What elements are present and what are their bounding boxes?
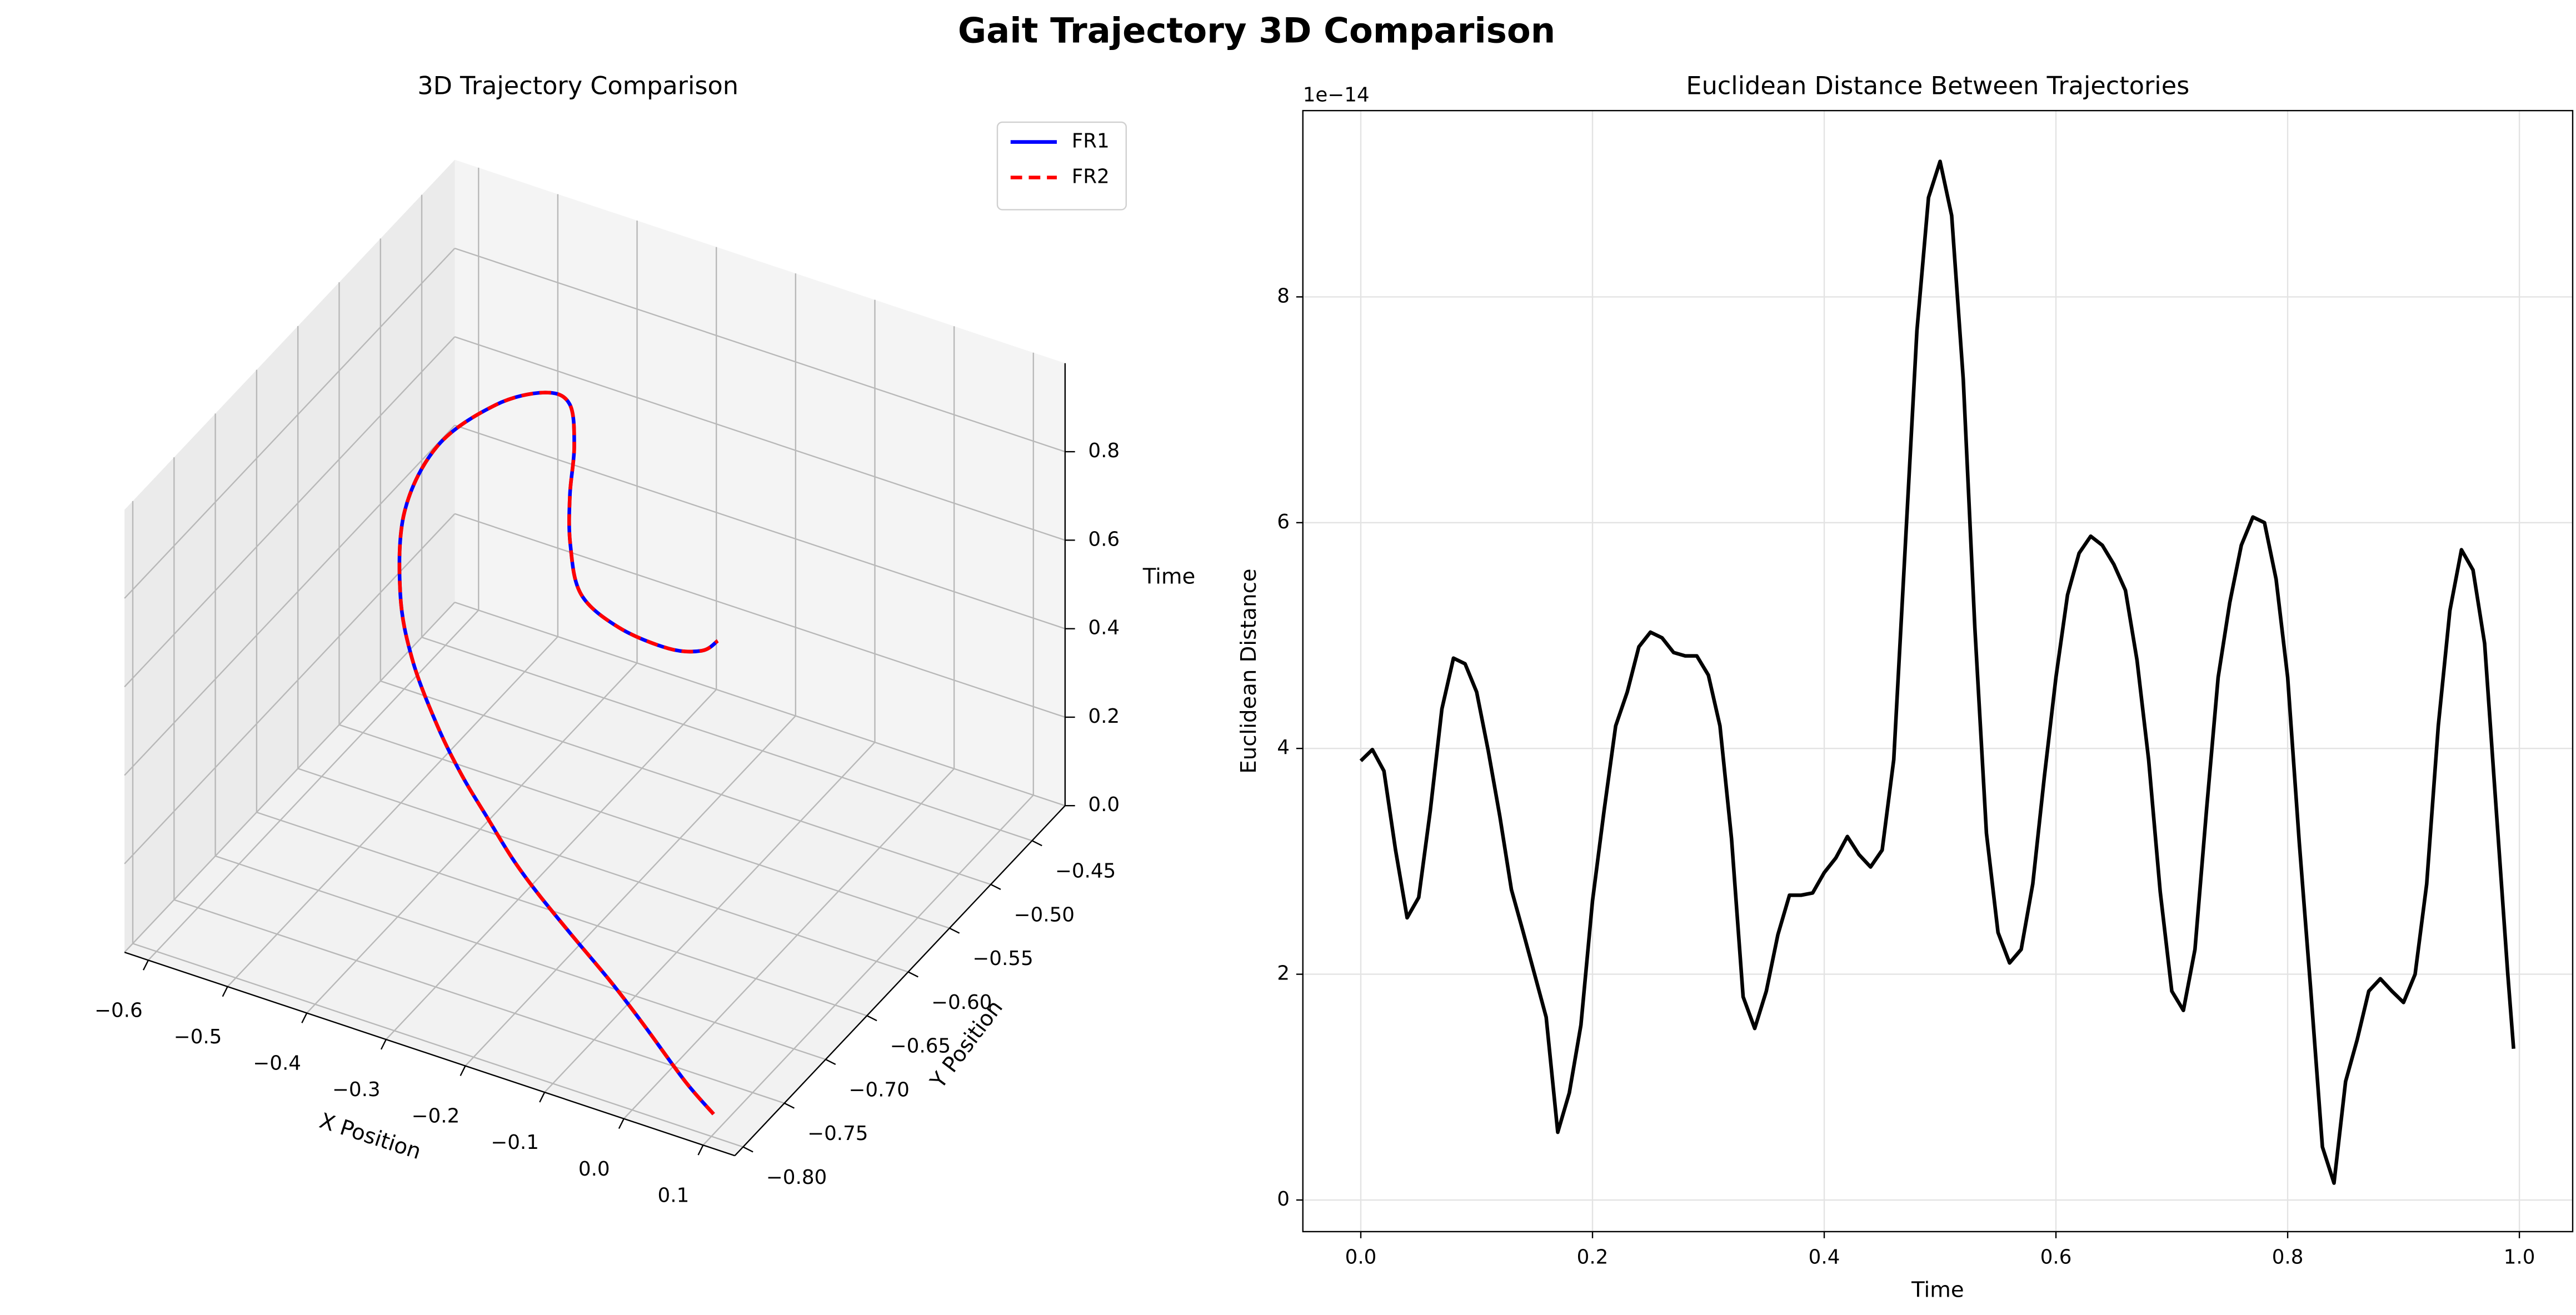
grid-line [385, 689, 717, 1040]
y-tick-label: 6 [1277, 511, 1290, 533]
x-tick [380, 1039, 387, 1050]
grid-line [465, 715, 796, 1067]
grid-line [380, 680, 991, 886]
y-tick-label: −0.55 [972, 947, 1033, 970]
grid-line [256, 811, 867, 1017]
x-tick-label: 0.4 [1809, 1246, 1840, 1268]
grid-line [455, 513, 1066, 718]
x-tick-label: 0.0 [578, 1158, 610, 1181]
z-tick-label: 0.8 [1088, 439, 1120, 462]
x-tick [618, 1118, 625, 1129]
grid-line [124, 424, 456, 776]
grid-line [544, 742, 876, 1093]
y-tick-label: −0.60 [931, 991, 992, 1014]
y-tick [907, 971, 918, 978]
x-tick-label: 0.2 [1577, 1246, 1609, 1268]
x-tick-label: 0.8 [2272, 1246, 2304, 1268]
x-tick-label: −0.4 [253, 1052, 301, 1075]
x-tick [539, 1092, 546, 1103]
x-axis-label: X Position [316, 1108, 424, 1164]
y-axis-line [734, 805, 1066, 1157]
grid-line [173, 899, 785, 1104]
x-tick-label: 0.1 [658, 1184, 690, 1207]
y-tick-label: −0.65 [890, 1035, 951, 1058]
x-tick-label: 1.0 [2504, 1246, 2535, 1268]
y-tick [866, 1015, 877, 1022]
z-tick-label: 0.4 [1088, 617, 1120, 639]
y-tick [949, 927, 960, 934]
z-tick-label: 0.2 [1088, 705, 1120, 728]
y-tick-label: 2 [1277, 962, 1290, 985]
y-tick-label: −0.80 [766, 1166, 827, 1189]
x-tick-label: −0.2 [412, 1105, 460, 1128]
trajectory-line [397, 391, 719, 1116]
floor-pane [124, 602, 1065, 1156]
grid-line [297, 768, 908, 973]
plot-frame [1302, 109, 2574, 1233]
grid-line [124, 602, 456, 953]
x-tick [460, 1066, 466, 1076]
grid-line [339, 724, 950, 929]
legend-label: FR2 [1072, 165, 1110, 188]
x-tick [697, 1144, 704, 1156]
grid-line [623, 768, 955, 1119]
grid-line [227, 636, 558, 987]
grid-line [421, 636, 1032, 842]
grid-line [124, 336, 456, 688]
y-tick [990, 883, 1001, 890]
grid-line [124, 248, 456, 599]
side-pane [124, 159, 455, 953]
figure-title: Gait Trajectory 3D Comparison [958, 11, 1555, 51]
y-offset-label: 1e−14 [1303, 83, 1370, 106]
x-tick [142, 959, 149, 971]
distance-line [1359, 159, 2515, 1185]
x-tick-label: −0.6 [94, 999, 143, 1022]
grid-line [455, 601, 1066, 807]
grid-line [455, 247, 1066, 453]
grid-line [306, 662, 638, 1014]
x-axis-line [124, 951, 735, 1157]
x-tick-label: 0.6 [2040, 1246, 2072, 1268]
z-tick-label: 0.0 [1088, 793, 1120, 816]
z-tick-label: 0.6 [1088, 528, 1120, 551]
x-axis-label: Time [1911, 1277, 1964, 1302]
back-pane [455, 159, 1065, 806]
x-tick-label: −0.5 [174, 1026, 222, 1048]
x-tick [222, 986, 228, 997]
x-tick [301, 1012, 308, 1023]
y-tick-label: −0.70 [849, 1078, 910, 1101]
y-tick-label: −0.50 [1014, 903, 1075, 926]
grid-line [215, 855, 826, 1061]
y-tick-label: 4 [1277, 736, 1290, 759]
legend-box [996, 121, 1127, 211]
panel-title: 3D Trajectory Comparison [417, 72, 738, 101]
legend-label: FR1 [1072, 130, 1110, 153]
x-tick-label: −0.1 [491, 1131, 539, 1154]
grid-line [148, 609, 480, 961]
y-tick-label: 8 [1277, 284, 1290, 307]
y-tick [742, 1146, 753, 1153]
z-axis-label: Time [1142, 564, 1196, 589]
grid-line [455, 424, 1066, 629]
y-tick [1031, 840, 1042, 847]
y-axis-label: Euclidean Distance [1236, 568, 1261, 773]
x-tick-label: 0.0 [1345, 1246, 1377, 1268]
grid-line [132, 943, 743, 1148]
panel-title: Euclidean Distance Between Trajectories [1686, 72, 2189, 101]
y-tick [825, 1058, 836, 1065]
grid-line [702, 794, 1034, 1146]
y-tick-label: −0.75 [807, 1122, 868, 1145]
x-tick-label: −0.3 [332, 1078, 381, 1101]
grid-line [455, 336, 1066, 541]
y-tick-label: −0.45 [1055, 860, 1116, 883]
y-tick-label: 0 [1277, 1188, 1290, 1211]
y-tick [784, 1102, 795, 1109]
